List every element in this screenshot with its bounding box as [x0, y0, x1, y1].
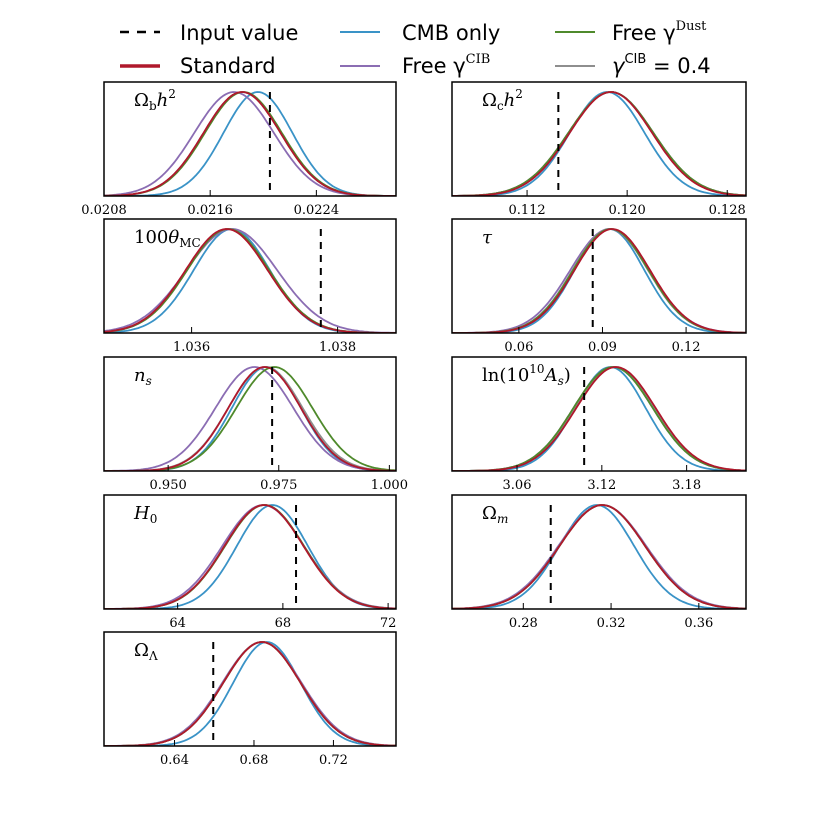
x-tick-label: 0.36: [684, 616, 713, 631]
panel-frame: [451, 494, 747, 610]
x-tick-label: 3.12: [587, 478, 616, 493]
x-tick-label: 0.09: [588, 340, 617, 355]
panel-label: Ωch2: [482, 87, 523, 113]
curve-freecib: [104, 366, 396, 471]
curve-standard: [104, 228, 396, 333]
legend-entry-cib04: γCIB = 0.4: [555, 52, 711, 78]
curve-standard: [104, 366, 396, 471]
x-tick-label: 0.975: [260, 478, 297, 493]
panel-label: ns: [134, 365, 152, 388]
panel-label: ΩΛ: [134, 640, 158, 663]
curve-cmb: [452, 91, 746, 196]
legend-entry-input: Input value: [120, 21, 298, 45]
legend-label-input: Input value: [180, 21, 298, 45]
curves: [452, 228, 746, 333]
x-tick-label: 0.128: [709, 203, 746, 218]
panel-frame: [451, 218, 747, 334]
panels: 0.0208 0.0216 0.0224 Ωbh2 0.112 0.120 0.128 Ωch…: [81, 81, 747, 768]
legend-label-cmb: CMB only: [402, 21, 500, 45]
x-tick-label: 1.038: [319, 340, 356, 355]
curve-cmb: [452, 228, 746, 333]
legend-label-cib04-sup: CIB: [624, 52, 646, 67]
legend-entry-standard: Standard: [120, 54, 276, 78]
panel-frame: [103, 81, 397, 197]
curve-standard: [104, 641, 396, 746]
curve-standard: [452, 366, 746, 471]
legend: Input value Standard CMB only Free γCIB …: [120, 19, 711, 78]
x-tick-label: 0.32: [597, 616, 626, 631]
x-tick-label: 1.000: [371, 478, 408, 493]
panel-ln_as: 3.06 3.12 3.18 ln(1010As): [451, 356, 747, 493]
curve-freecib: [104, 228, 396, 333]
x-tick-label: 0.0216: [187, 203, 233, 218]
panel-n_s: 0.950 0.975 1.000 ns: [103, 356, 408, 493]
panel-label: Ωm: [482, 503, 508, 526]
curves: [104, 641, 396, 746]
curve-freedust: [452, 228, 746, 333]
legend-label-freecib-main: Free γ: [402, 54, 466, 78]
curves: [104, 91, 396, 196]
panel-label: H0: [133, 503, 157, 526]
x-tick-label: 0.72: [319, 753, 348, 768]
panel-omega_b: 0.0208 0.0216 0.0224 Ωbh2: [81, 81, 397, 218]
curve-cib04: [452, 228, 746, 333]
legend-label-freecib: Free γCIB: [402, 52, 490, 78]
legend-label-freedust-sup: Dust: [676, 19, 707, 34]
legend-label-cib04-main: γ: [612, 54, 626, 78]
legend-label-standard: Standard: [180, 54, 276, 78]
x-tick-label: 0.64: [160, 753, 189, 768]
panel-label: ln(1010As): [482, 362, 571, 388]
x-tick-label: 0.68: [239, 753, 268, 768]
x-tick-label: 72: [380, 616, 397, 631]
x-tick-label: 3.06: [503, 478, 532, 493]
panel-label: 100θMC: [134, 227, 201, 250]
panel-frame: [451, 81, 747, 197]
x-tick-label: 0.112: [508, 203, 545, 218]
panel-frame: [103, 356, 397, 472]
legend-label-cib04-eq: = 0.4: [646, 54, 710, 78]
curve-standard: [452, 91, 746, 196]
curve-standard: [104, 504, 396, 609]
panel-frame: [103, 218, 397, 334]
legend-label-freedust: Free γDust: [612, 19, 707, 45]
curve-standard: [452, 228, 746, 333]
x-tick-label: 0.12: [672, 340, 701, 355]
curves: [452, 504, 746, 609]
panel-omega_lambda: 0.64 0.68 0.72 ΩΛ: [103, 631, 397, 768]
x-tick-label: 0.06: [504, 340, 533, 355]
curves: [104, 228, 396, 333]
panel-frame: [451, 356, 747, 472]
panel-omega_c: 0.112 0.120 0.128 Ωch2: [451, 81, 747, 218]
x-tick-label: 0.950: [150, 478, 187, 493]
x-tick-label: 1.036: [173, 340, 210, 355]
curves: [104, 504, 396, 609]
panel-frame: [103, 631, 397, 747]
legend-label-cib04: γCIB = 0.4: [612, 52, 711, 78]
x-tick-label: 0.28: [509, 616, 538, 631]
panel-label: τ: [482, 227, 493, 248]
panel-h0: 64 68 72 H0: [103, 494, 397, 631]
legend-label-freedust-main: Free γ: [612, 21, 676, 45]
x-tick-label: 3.18: [672, 478, 701, 493]
legend-entry-freecib: Free γCIB: [340, 52, 490, 78]
panel-omega_m: 0.28 0.32 0.36 Ωm: [451, 494, 747, 631]
curves: [452, 91, 746, 196]
curve-standard: [452, 504, 746, 609]
legend-entry-freedust: Free γDust: [555, 19, 707, 45]
legend-entry-cmb: CMB only: [340, 21, 500, 45]
curve-standard: [104, 91, 396, 196]
curves: [452, 366, 746, 471]
panel-label: Ωbh2: [134, 87, 176, 113]
x-tick-label: 64: [169, 616, 186, 631]
panel-theta_mc: 1.036 1.038 100θMC: [103, 218, 397, 355]
x-tick-label: 0.0224: [294, 203, 340, 218]
panel-frame: [103, 494, 397, 610]
x-tick-label: 0.120: [609, 203, 646, 218]
legend-label-freecib-sup: CIB: [466, 52, 491, 67]
x-tick-label: 68: [275, 616, 292, 631]
curve-freecib: [452, 228, 746, 333]
panel-tau: 0.06 0.09 0.12 τ: [451, 218, 747, 355]
x-tick-label: 0.0208: [81, 203, 127, 218]
